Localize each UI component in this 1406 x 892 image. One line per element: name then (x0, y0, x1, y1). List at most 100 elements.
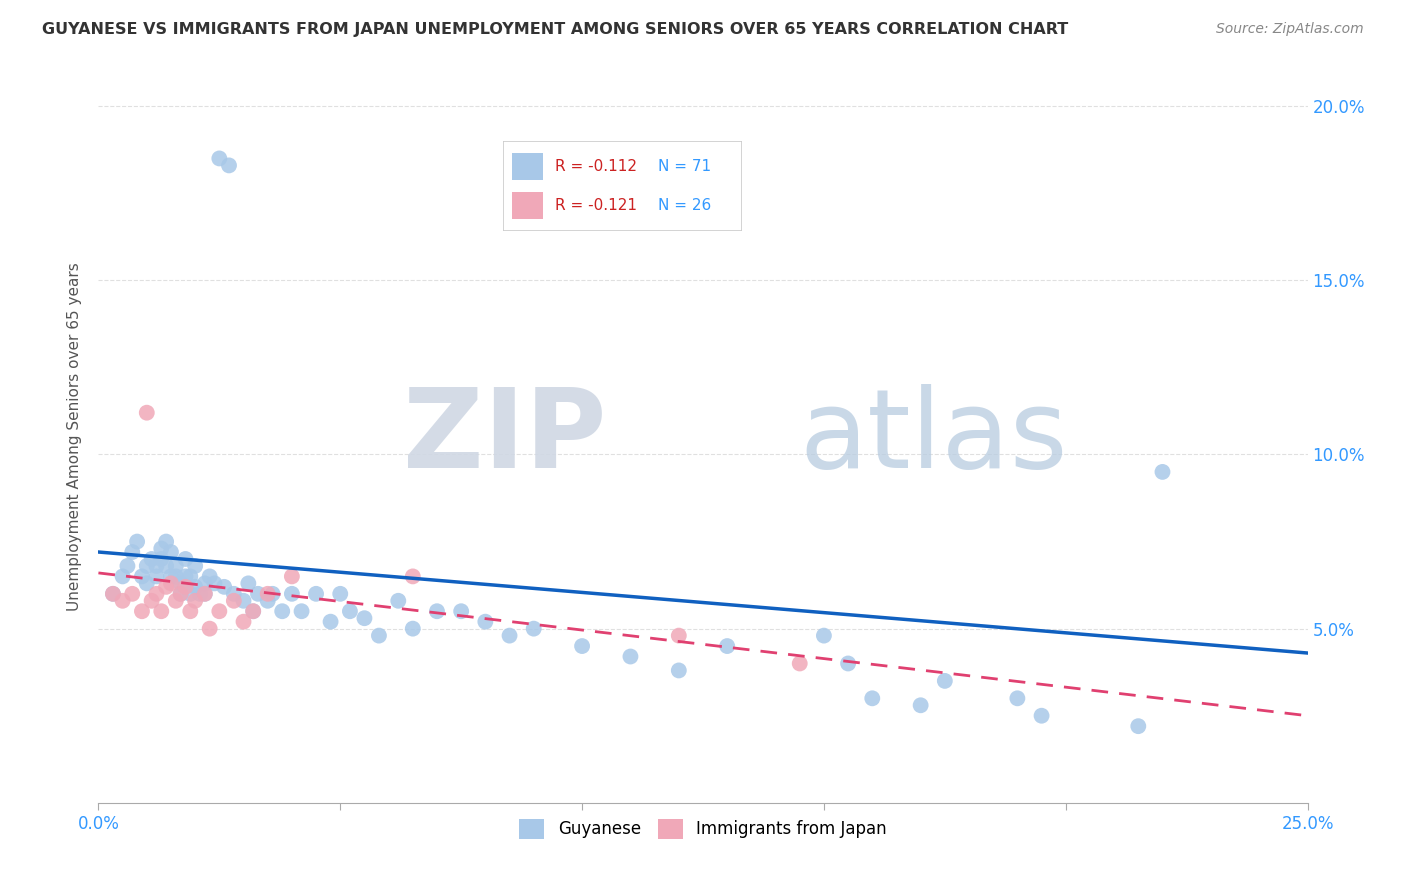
Point (174, 552, 197, 566)
Point (155, 580, 177, 594)
Point (813, 629, 835, 643)
Point (198, 622, 221, 636)
Point (860, 691, 883, 706)
Point (174, 580, 197, 594)
Point (934, 673, 956, 688)
Point (155, 558, 177, 573)
Text: GUYANESE VS IMMIGRANTS FROM JAPAN UNEMPLOYMENT AMONG SENIORS OVER 65 YEARS CORRE: GUYANESE VS IMMIGRANTS FROM JAPAN UNEMPL… (42, 22, 1069, 37)
Point (179, 604, 201, 618)
Point (121, 545, 143, 559)
Point (402, 569, 425, 583)
Point (160, 576, 183, 591)
Point (141, 594, 163, 608)
Point (402, 622, 425, 636)
Point (271, 604, 294, 618)
Point (135, 576, 157, 591)
Point (305, 587, 328, 601)
Point (169, 587, 191, 601)
Point (329, 587, 352, 601)
Bar (512, 153, 543, 180)
Point (135, 406, 157, 420)
Point (155, 534, 177, 549)
Point (121, 587, 143, 601)
Point (160, 545, 183, 559)
Point (165, 594, 187, 608)
Point (290, 604, 312, 618)
Point (184, 594, 207, 608)
Point (208, 152, 231, 166)
Point (242, 604, 264, 618)
Point (910, 698, 932, 713)
Point (188, 587, 211, 601)
Point (339, 604, 361, 618)
Point (218, 158, 240, 172)
Point (837, 657, 859, 671)
Point (387, 594, 409, 608)
Text: Source: ZipAtlas.com: Source: ZipAtlas.com (1216, 22, 1364, 37)
Point (222, 594, 245, 608)
Point (523, 622, 546, 636)
Point (141, 552, 163, 566)
Point (150, 541, 173, 556)
Point (222, 587, 245, 601)
Text: N = 71: N = 71 (658, 159, 711, 174)
Point (131, 569, 153, 583)
Point (194, 587, 217, 601)
Point (498, 629, 520, 643)
Point (1152, 465, 1174, 479)
Point (204, 576, 226, 591)
Point (571, 639, 593, 653)
Point (145, 569, 167, 583)
Point (131, 604, 153, 618)
Point (135, 558, 157, 573)
Bar (512, 193, 543, 219)
Point (212, 580, 235, 594)
Point (184, 558, 207, 573)
Legend: Guyanese, Immigrants from Japan: Guyanese, Immigrants from Japan (513, 812, 893, 846)
Text: N = 26: N = 26 (658, 198, 711, 213)
Point (256, 587, 278, 601)
Point (426, 604, 449, 618)
Point (127, 534, 149, 549)
Point (232, 615, 254, 629)
Point (450, 604, 472, 618)
Point (247, 587, 270, 601)
Text: R = -0.112: R = -0.112 (555, 159, 637, 174)
Point (368, 629, 391, 643)
Point (165, 569, 187, 583)
Point (179, 569, 201, 583)
Point (111, 594, 134, 608)
Point (281, 569, 304, 583)
Point (619, 649, 641, 664)
Point (111, 569, 134, 583)
Point (145, 558, 167, 573)
Text: R = -0.121: R = -0.121 (555, 198, 637, 213)
Point (281, 587, 304, 601)
Point (238, 576, 260, 591)
Point (117, 558, 139, 573)
Point (194, 587, 217, 601)
Point (319, 615, 342, 629)
Point (169, 576, 191, 591)
Point (1128, 719, 1150, 733)
Point (150, 604, 173, 618)
Text: ZIP: ZIP (404, 384, 606, 491)
Point (101, 587, 124, 601)
Point (174, 569, 197, 583)
Point (256, 594, 278, 608)
Point (179, 587, 201, 601)
Point (101, 587, 124, 601)
Point (1031, 708, 1053, 723)
FancyBboxPatch shape (503, 142, 742, 231)
Point (169, 587, 191, 601)
Text: atlas: atlas (800, 384, 1069, 491)
Point (208, 604, 231, 618)
Point (194, 576, 217, 591)
Point (474, 615, 496, 629)
Point (668, 664, 690, 678)
Point (232, 594, 254, 608)
Point (165, 558, 187, 573)
Point (198, 569, 221, 583)
Y-axis label: Unemployment Among Seniors over 65 years: Unemployment Among Seniors over 65 years (67, 263, 83, 611)
Point (353, 611, 375, 625)
